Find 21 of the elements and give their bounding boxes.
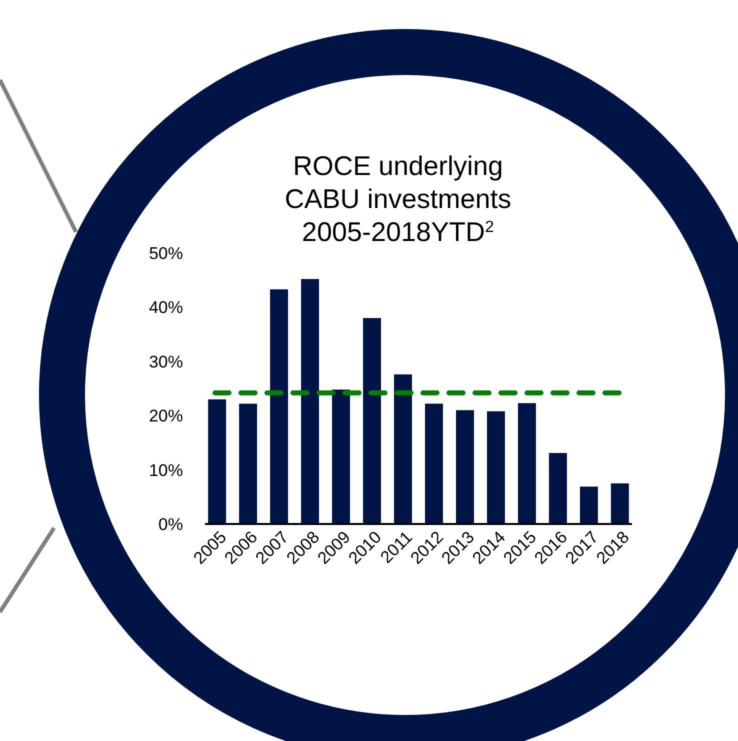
y-tick-label: 10% xyxy=(148,460,183,480)
y-tick-label: 40% xyxy=(148,298,183,318)
bar xyxy=(332,390,350,524)
bar xyxy=(610,483,629,524)
bar xyxy=(301,279,320,524)
bar xyxy=(486,411,505,524)
y-tick-label: 20% xyxy=(148,406,183,426)
y-tick-label: 0% xyxy=(158,514,183,534)
bar xyxy=(580,486,598,524)
bar xyxy=(548,453,567,524)
y-tick-label: 50% xyxy=(148,244,183,263)
bar xyxy=(425,404,443,524)
bar xyxy=(239,404,258,524)
bar xyxy=(270,289,288,524)
y-tick-label: 30% xyxy=(148,352,183,372)
bar xyxy=(394,374,412,524)
chart-title: ROCE underlying CABU investments 2005-2018YTD$^{2}$ xyxy=(284,151,512,247)
bar xyxy=(456,410,474,524)
bar xyxy=(518,403,536,524)
bar xyxy=(363,318,382,524)
bar xyxy=(208,399,226,524)
